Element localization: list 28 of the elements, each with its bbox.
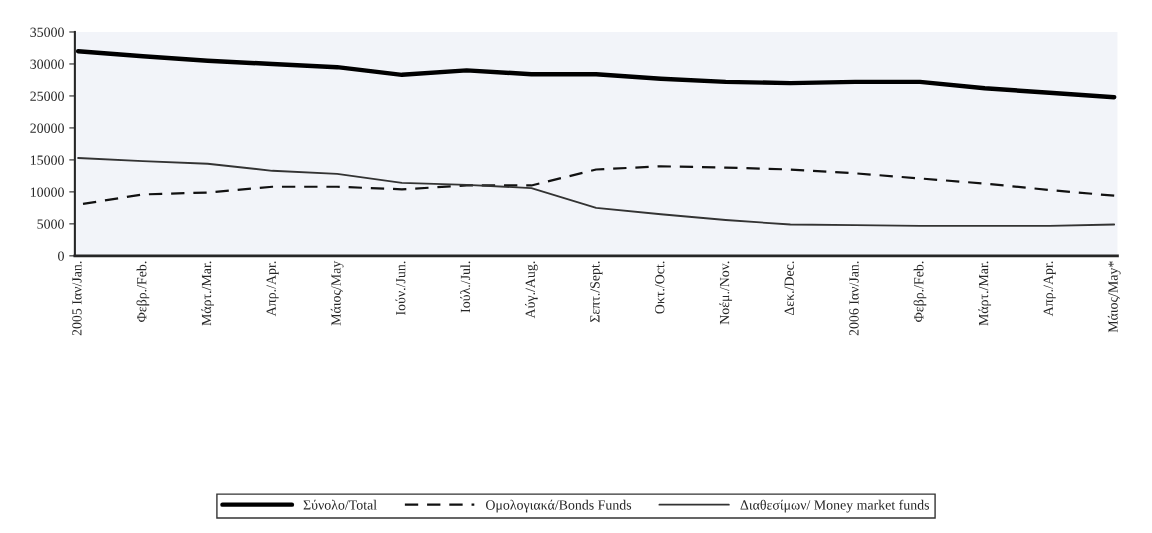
- legend-label: Ομολογιακά/Bonds Funds: [485, 499, 632, 513]
- x-tick-label: Οκτ./Oct.: [655, 261, 665, 314]
- text: Σύνολο/Total: [303, 499, 377, 510]
- y-tick-label: 30000: [30, 59, 64, 69]
- y-tick-label: 20000: [30, 123, 64, 133]
- x-tick-label: 2005 Ιαν/Jan.: [72, 261, 82, 336]
- x-tick-label: Μάιος/May: [330, 260, 344, 326]
- y-tick-label: 35000: [30, 27, 64, 37]
- x-tick-label: Νοέμ./Nov.: [719, 261, 733, 325]
- x-tick-label: Απρ./Apr.: [1043, 261, 1056, 317]
- x-tick-label: Μάιος/May*: [1107, 261, 1121, 333]
- x-tick-label: Δεκ./Dec.: [784, 261, 794, 316]
- x-tick-label: Φεβρ./Feb.: [913, 261, 927, 322]
- legend-label: Διαθεσίμων/ Money market funds: [740, 499, 930, 513]
- y-tick-label: 15000: [30, 155, 64, 165]
- x-tick-label: Μάρτ./Mar.: [201, 261, 214, 326]
- x-tick-label: Ιούν./Jun.: [395, 261, 406, 316]
- x-tick-label: Απρ./Apr.: [266, 261, 279, 317]
- x-tick-label: Ιούλ./Jul.: [460, 261, 471, 313]
- x-tick-label: Φεβρ./Feb.: [136, 261, 150, 322]
- x-tick-label: 2006 Ιαν/Jan.: [849, 261, 859, 336]
- x-tick-label: Αύγ./Aug.: [525, 261, 538, 319]
- x-tick-label: Μάρτ./Mar.: [978, 261, 992, 326]
- y-tick-label: 10000: [30, 187, 64, 197]
- y-tick-label: 5000: [37, 219, 64, 229]
- x-tick-label: Σεπτ./Sept.: [590, 261, 603, 323]
- y-tick-label: 0: [58, 251, 64, 261]
- y-tick-label: 25000: [30, 91, 64, 101]
